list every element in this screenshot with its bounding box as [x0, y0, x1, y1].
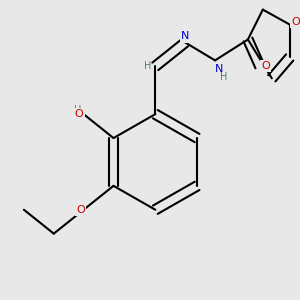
Text: N: N [215, 64, 224, 74]
Text: O: O [291, 16, 300, 27]
Text: H: H [220, 72, 227, 82]
Text: O: O [262, 61, 270, 71]
Text: N: N [181, 32, 189, 41]
Text: H: H [74, 105, 81, 115]
Text: O: O [75, 109, 83, 119]
Text: O: O [76, 205, 85, 215]
Text: H: H [144, 61, 152, 71]
